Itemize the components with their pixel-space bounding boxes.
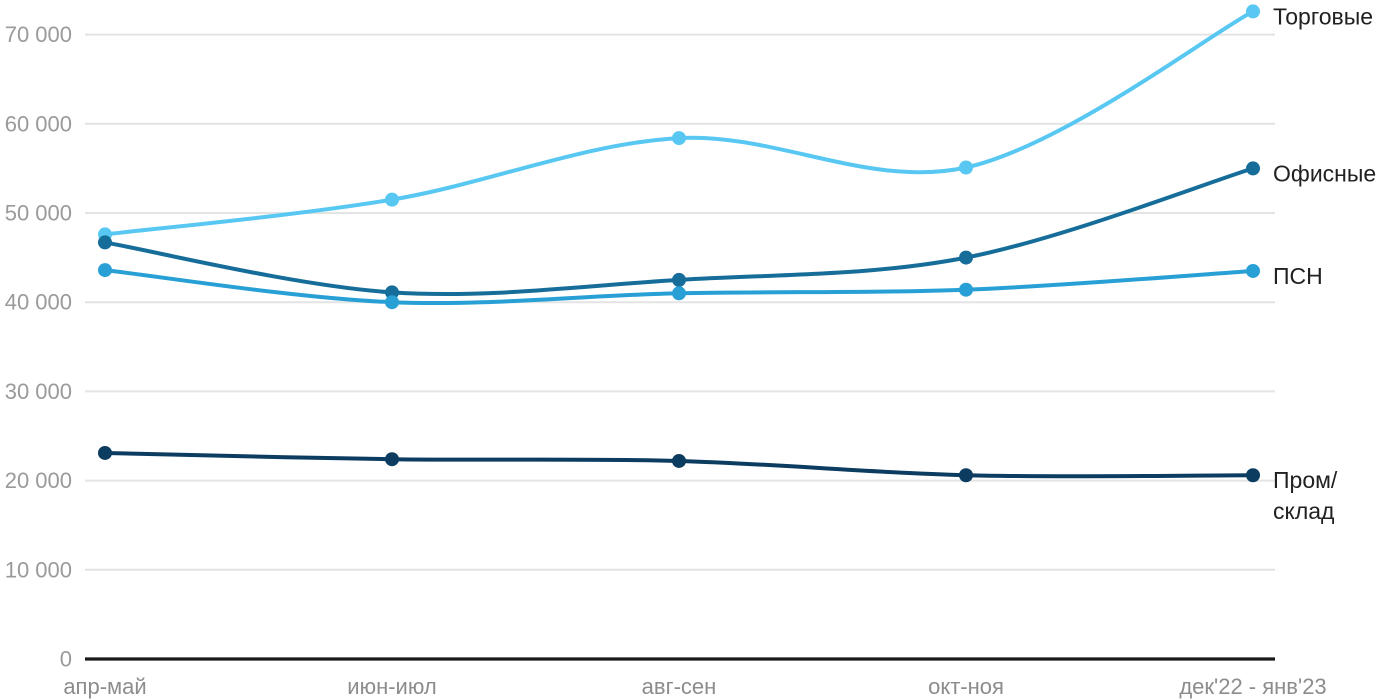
series-point-Пром/склад-1 (385, 452, 399, 467)
series-point-Пром/склад-2 (672, 453, 686, 468)
series-point-Пром/склад-0 (98, 445, 112, 460)
series-point-Офисные-0 (98, 235, 112, 250)
series-point-Пром/склад-3 (959, 468, 973, 483)
x-axis-label: апр-май (63, 674, 146, 699)
series-point-ПСН-0 (98, 263, 112, 278)
series-point-Пром/склад-4 (1246, 468, 1260, 483)
y-tick-label: 0 (60, 647, 72, 672)
series-point-Торговые-1 (385, 192, 399, 207)
series-label-Офисные: Офисные (1273, 160, 1376, 186)
series-point-ПСН-1 (385, 295, 399, 310)
series-point-Торговые-2 (672, 131, 686, 146)
series-point-Офисные-3 (959, 250, 973, 265)
series-label-ПСН: ПСН (1273, 263, 1323, 289)
y-tick-label: 50 000 (5, 201, 72, 226)
x-axis-label: июн-июл (347, 674, 436, 699)
x-axis-label: дек'22 - янв'23 (1179, 674, 1326, 699)
series-point-ПСН-4 (1246, 263, 1260, 278)
series-label-Торговые: Торговые (1273, 3, 1373, 29)
series-point-Торговые-3 (959, 160, 973, 175)
x-axis-label: окт-ноя (928, 674, 1004, 699)
y-tick-label: 20 000 (5, 468, 72, 493)
x-axis-label: авг-сен (642, 674, 717, 699)
y-tick-label: 60 000 (5, 111, 72, 136)
series-point-Офисные-2 (672, 272, 686, 287)
series-point-ПСН-2 (672, 286, 686, 301)
series-point-Офисные-1 (385, 285, 399, 300)
y-tick-label: 10 000 (5, 557, 72, 582)
y-tick-label: 70 000 (5, 22, 72, 47)
y-tick-label: 40 000 (5, 290, 72, 315)
series-point-Офисные-4 (1246, 161, 1260, 176)
series-point-Торговые-4 (1246, 4, 1260, 19)
y-tick-label: 30 000 (5, 379, 72, 404)
series-label-Пром/склад: Пром/склад (1273, 467, 1338, 524)
series-point-ПСН-3 (959, 282, 973, 297)
